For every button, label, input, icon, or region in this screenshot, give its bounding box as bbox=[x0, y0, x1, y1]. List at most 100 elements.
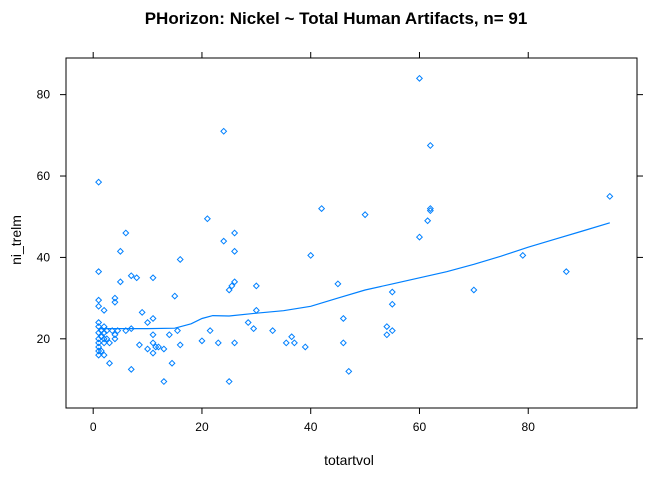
data-point bbox=[269, 327, 277, 335]
plot-frame bbox=[65, 57, 638, 409]
data-point bbox=[424, 217, 432, 225]
data-point bbox=[100, 306, 108, 314]
data-point bbox=[152, 343, 160, 351]
data-point bbox=[95, 351, 103, 359]
data-point bbox=[160, 378, 168, 386]
data-point bbox=[231, 229, 239, 237]
data-point bbox=[103, 335, 111, 343]
data-point bbox=[388, 327, 396, 335]
data-point bbox=[149, 314, 157, 322]
data-point bbox=[176, 255, 184, 263]
data-point bbox=[288, 333, 296, 341]
y-tick-label: 80 bbox=[37, 88, 51, 102]
data-point bbox=[318, 205, 326, 213]
data-point bbox=[426, 141, 434, 150]
data-point bbox=[135, 341, 143, 349]
data-point bbox=[133, 274, 141, 282]
x-tick-label: 40 bbox=[304, 420, 318, 434]
data-point bbox=[198, 337, 206, 345]
data-points bbox=[95, 74, 614, 386]
data-point bbox=[149, 331, 157, 339]
data-point bbox=[388, 288, 396, 296]
data-point bbox=[116, 278, 124, 286]
data-point bbox=[470, 286, 478, 294]
data-point bbox=[307, 251, 315, 259]
data-point bbox=[127, 325, 135, 333]
data-point bbox=[144, 345, 152, 353]
data-point bbox=[122, 229, 130, 237]
data-point bbox=[334, 280, 342, 288]
data-point bbox=[95, 319, 103, 327]
data-point bbox=[103, 327, 111, 335]
chart-title: PHorizon: Nickel ~ Total Human Artifacts… bbox=[145, 9, 528, 28]
axis-ticks: 0 20 40 60 80 20 40 60 80 bbox=[37, 52, 643, 434]
data-point bbox=[116, 247, 124, 255]
data-point bbox=[206, 327, 214, 335]
data-point bbox=[95, 335, 103, 343]
data-point bbox=[160, 345, 168, 353]
data-point bbox=[214, 339, 222, 347]
data-point bbox=[339, 314, 347, 322]
data-point bbox=[388, 300, 396, 308]
data-point bbox=[225, 378, 233, 386]
data-point bbox=[114, 327, 122, 335]
data-point bbox=[361, 211, 369, 219]
data-point bbox=[282, 339, 290, 347]
data-point bbox=[171, 292, 179, 300]
x-axis-label: totartvol bbox=[324, 452, 374, 468]
data-point bbox=[345, 367, 353, 375]
x-tick-label: 80 bbox=[522, 420, 536, 434]
data-point bbox=[95, 296, 103, 304]
data-point bbox=[111, 335, 119, 343]
data-point bbox=[415, 74, 423, 82]
data-point bbox=[165, 331, 173, 339]
smooth-line-path bbox=[98, 222, 610, 330]
data-point bbox=[301, 343, 309, 351]
data-point bbox=[105, 339, 114, 347]
data-point bbox=[244, 319, 252, 327]
data-point bbox=[97, 347, 105, 355]
y-tick-label: 60 bbox=[37, 169, 51, 183]
data-point bbox=[415, 233, 423, 241]
data-point bbox=[95, 268, 103, 276]
data-point bbox=[176, 341, 184, 349]
data-point bbox=[144, 319, 152, 327]
data-point bbox=[100, 351, 108, 359]
data-point bbox=[100, 339, 108, 347]
data-point bbox=[250, 325, 258, 333]
y-tick-label: 20 bbox=[37, 332, 51, 346]
data-point bbox=[252, 306, 260, 314]
data-point bbox=[149, 349, 157, 357]
data-point bbox=[108, 327, 116, 335]
data-point bbox=[231, 247, 239, 255]
data-point bbox=[426, 207, 434, 215]
data-point bbox=[290, 339, 298, 347]
data-point bbox=[519, 251, 527, 259]
y-tick-label: 40 bbox=[37, 250, 51, 264]
data-point bbox=[220, 127, 228, 135]
smooth-trend-line bbox=[98, 222, 610, 330]
data-point bbox=[173, 327, 181, 335]
data-point bbox=[562, 268, 570, 276]
x-tick-label: 20 bbox=[195, 420, 209, 434]
data-point bbox=[111, 294, 119, 302]
data-point bbox=[383, 323, 391, 331]
data-point bbox=[220, 237, 228, 245]
data-point bbox=[111, 298, 119, 306]
data-point bbox=[339, 339, 347, 347]
data-point bbox=[231, 278, 239, 286]
data-point bbox=[383, 331, 391, 339]
data-point bbox=[138, 308, 146, 316]
data-point bbox=[95, 178, 103, 186]
data-point bbox=[426, 205, 434, 213]
data-point bbox=[95, 302, 103, 310]
data-point bbox=[228, 282, 236, 290]
data-point bbox=[100, 335, 108, 343]
data-point bbox=[122, 327, 130, 335]
data-point bbox=[149, 274, 157, 282]
data-point bbox=[149, 339, 157, 347]
data-point bbox=[95, 347, 103, 355]
data-point bbox=[127, 365, 135, 373]
data-point bbox=[203, 215, 211, 223]
